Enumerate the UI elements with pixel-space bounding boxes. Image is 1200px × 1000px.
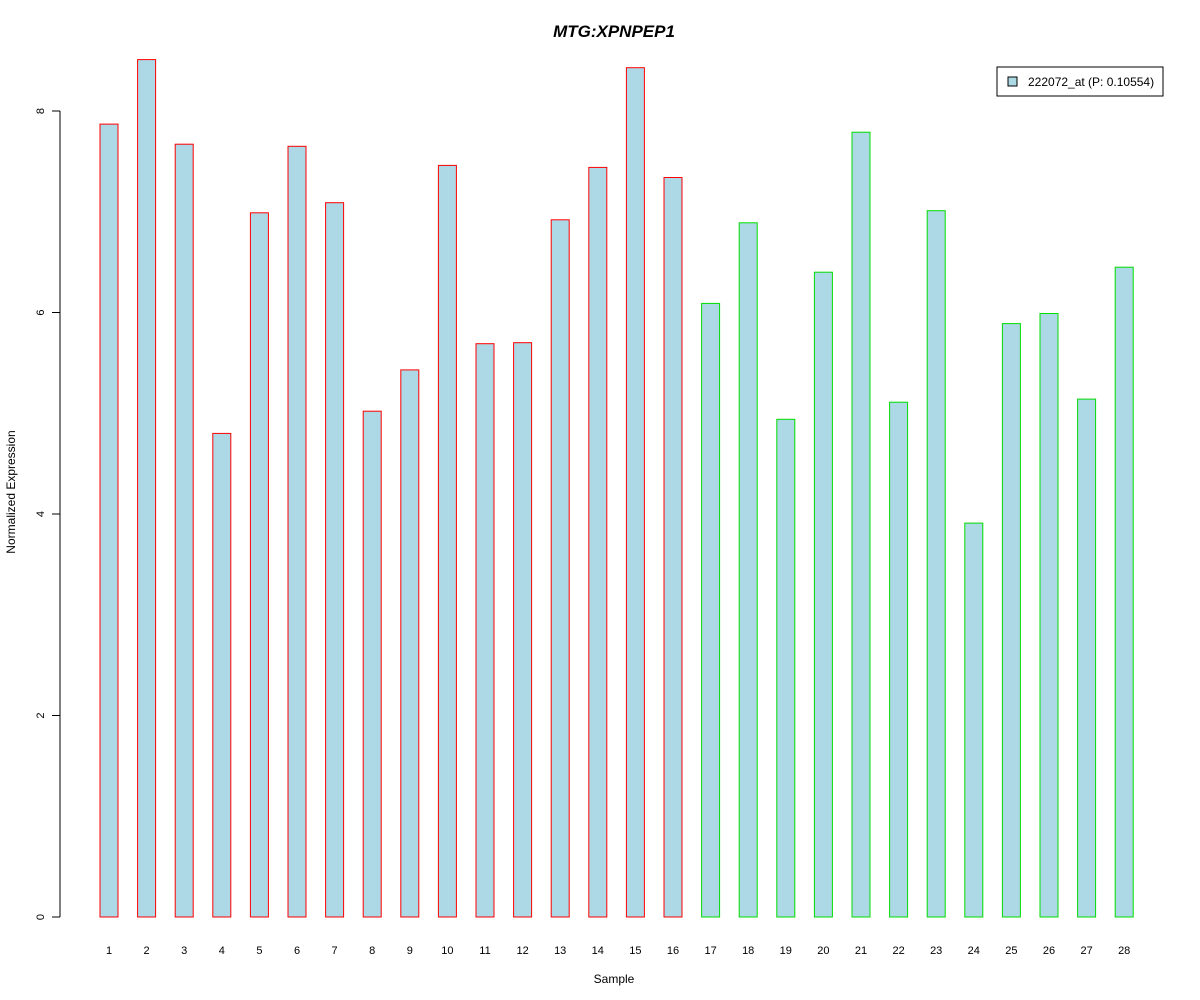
x-tick-label: 5 — [256, 945, 262, 957]
y-tick-label: 0 — [35, 914, 47, 920]
x-tick-label: 28 — [1118, 945, 1130, 957]
bar-sample-1 — [99, 123, 119, 918]
x-tick-label: 27 — [1080, 945, 1092, 957]
x-tick-label: 25 — [1005, 945, 1017, 957]
x-tick-label: 13 — [554, 945, 566, 957]
bar-sample-9 — [400, 369, 420, 918]
legend-swatch — [1007, 76, 1018, 87]
y-tick-label: 8 — [35, 108, 47, 114]
x-tick-label: 19 — [780, 945, 792, 957]
bar-sample-23 — [926, 210, 946, 918]
bar-sample-4 — [212, 432, 232, 918]
bar-sample-12 — [513, 342, 533, 918]
x-tick-label: 4 — [219, 945, 225, 957]
bar-sample-7 — [325, 202, 345, 918]
bar-sample-18 — [738, 222, 758, 918]
legend-box — [996, 66, 1164, 97]
x-tick-label: 17 — [704, 945, 716, 957]
x-tick-label: 22 — [892, 945, 904, 957]
bar-sample-22 — [889, 401, 909, 918]
x-tick-label: 20 — [817, 945, 829, 957]
bar-sample-6 — [287, 145, 307, 918]
bar-sample-27 — [1077, 398, 1097, 918]
bar-sample-19 — [776, 418, 796, 918]
x-tick-label: 9 — [407, 945, 413, 957]
bar-sample-25 — [1001, 323, 1021, 918]
y-tick-label: 4 — [35, 511, 47, 517]
bar-sample-15 — [625, 67, 645, 918]
x-tick-label: 11 — [479, 945, 490, 957]
x-tick-label: 6 — [294, 945, 300, 957]
bar-sample-20 — [813, 271, 833, 918]
x-tick-label: 15 — [629, 945, 641, 957]
x-tick-label: 3 — [181, 945, 187, 957]
x-tick-label: 10 — [441, 945, 453, 957]
bar-sample-14 — [588, 166, 608, 918]
x-tick-label: 14 — [592, 945, 604, 957]
bar-sample-8 — [362, 410, 382, 918]
bar-sample-3 — [174, 143, 194, 918]
chart-title: MTG:XPNPEP1 — [553, 22, 675, 41]
x-tick-label: 23 — [930, 945, 942, 957]
bar-sample-16 — [663, 177, 683, 918]
x-axis-label: Sample — [594, 972, 635, 986]
bar-sample-17 — [701, 302, 721, 918]
x-tick-label: 26 — [1043, 945, 1055, 957]
legend-label: 222072_at (P: 0.10554) — [1028, 75, 1154, 89]
x-tick-label: 21 — [855, 945, 867, 957]
bar-sample-21 — [851, 131, 871, 918]
x-tick-label: 24 — [968, 945, 980, 957]
x-tick-label: 12 — [516, 945, 528, 957]
bar-sample-28 — [1114, 266, 1134, 918]
bars-group — [99, 59, 1134, 918]
x-tick-label: 2 — [144, 945, 150, 957]
x-tick-labels: 1 2 3 4 5 6 7 8 9 10 11 12 13 14 15 16 17 18 19 20 21 22 23 24 2… — [106, 945, 1130, 957]
x-tick-label: 16 — [667, 945, 679, 957]
bar-sample-11 — [475, 343, 495, 918]
y-tick-label: 6 — [35, 309, 47, 315]
x-tick-label: 8 — [369, 945, 375, 957]
bar-sample-10 — [437, 164, 457, 918]
x-tick-label: 7 — [332, 945, 338, 957]
bar-sample-2 — [137, 59, 157, 918]
x-tick-label: 18 — [742, 945, 754, 957]
bar-sample-26 — [1039, 313, 1059, 918]
bar-sample-24 — [964, 522, 984, 918]
legend: 222072_at (P: 0.10554) — [996, 66, 1164, 97]
y-axis: 0 2 4 6 8 — [35, 108, 61, 920]
x-tick-label: 1 — [106, 945, 112, 957]
bar-sample-5 — [249, 212, 269, 918]
bar-sample-13 — [550, 219, 570, 918]
y-axis-label: Normalized Expression — [4, 430, 18, 553]
y-tick-label: 2 — [35, 712, 47, 718]
